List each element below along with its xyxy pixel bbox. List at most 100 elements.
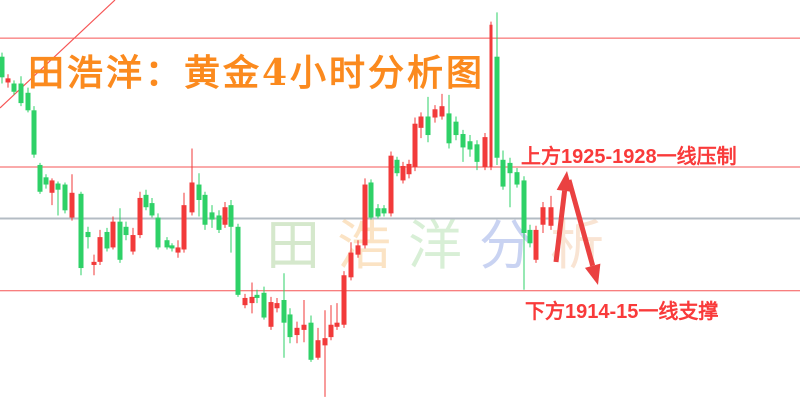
candle-down	[507, 157, 513, 208]
candle-body	[130, 235, 136, 252]
candle-up	[418, 112, 424, 139]
candle-body	[222, 207, 228, 225]
candle-up	[137, 191, 143, 239]
candle-body	[322, 338, 328, 346]
candle-body	[460, 134, 466, 148]
candle-body	[261, 292, 267, 318]
candle-up	[482, 132, 488, 171]
candle-body	[494, 56, 500, 158]
candle-down	[18, 76, 24, 107]
candle-body	[209, 212, 215, 220]
watermark-char: 洋	[408, 214, 479, 277]
candle-body	[117, 221, 123, 260]
candle-body	[175, 247, 181, 253]
resistance-annotation: 上方1925-1928一线压制	[521, 146, 737, 168]
candle-down	[0, 52, 5, 84]
candle-body	[406, 163, 412, 175]
candle-down	[31, 106, 37, 158]
candle-up	[533, 225, 539, 263]
watermark-char: 田	[266, 214, 337, 277]
down-arrow-head	[584, 263, 601, 285]
candle-down	[117, 208, 123, 263]
candle-body	[189, 182, 195, 213]
candle-body	[181, 205, 187, 250]
candle-down	[527, 224, 533, 248]
candle-body	[149, 203, 155, 216]
candle-body	[249, 296, 255, 304]
candle-body	[268, 302, 274, 327]
candle-down	[460, 129, 466, 162]
candle-body	[69, 192, 75, 218]
candle-up	[400, 161, 406, 184]
candle-body	[348, 252, 354, 278]
candle-body	[43, 177, 49, 185]
candle-body	[394, 159, 400, 174]
candle-body	[540, 207, 546, 225]
candle-up	[322, 310, 328, 397]
candle-down	[261, 286, 267, 320]
candle-up	[189, 148, 195, 216]
candle-up	[355, 240, 361, 258]
candle-down	[425, 96, 431, 143]
candle-up	[242, 293, 248, 309]
candle-down	[235, 223, 241, 297]
candle-body	[368, 182, 374, 218]
candle-body	[453, 121, 459, 136]
candle-body	[362, 184, 368, 246]
candle-body	[97, 237, 103, 262]
candle-down	[446, 94, 452, 149]
candle-up	[69, 174, 75, 221]
candle-body	[315, 340, 321, 358]
candle-up	[97, 229, 103, 265]
candle-body	[18, 83, 24, 104]
candle-up	[268, 296, 274, 330]
candle-body	[202, 194, 208, 225]
candle-body	[489, 24, 493, 168]
candle-body	[334, 322, 340, 327]
candle-up	[432, 105, 438, 123]
candle-up	[315, 327, 321, 360]
candle-body	[49, 180, 55, 193]
candle-down	[62, 182, 68, 214]
candle-up	[5, 74, 11, 88]
candle-body	[432, 109, 438, 118]
candle-body	[31, 110, 37, 155]
candle-body	[341, 275, 347, 325]
candle-body	[425, 116, 431, 136]
candle-body	[467, 141, 473, 150]
candle-body	[196, 184, 202, 200]
candle-body	[418, 116, 424, 128]
candle-down	[202, 191, 208, 230]
candle-down	[228, 200, 234, 253]
candle-down	[196, 173, 202, 217]
candle-body	[155, 217, 161, 248]
candle-body	[381, 208, 387, 214]
candle-up	[274, 297, 280, 313]
candle-down	[494, 12, 500, 165]
candle-body	[137, 197, 143, 236]
down-arrow-shaft	[566, 179, 596, 267]
candle-up	[222, 202, 228, 228]
candle-up	[334, 303, 340, 330]
candle-down	[474, 140, 480, 171]
candle-body	[521, 180, 527, 233]
candle-down	[104, 227, 110, 252]
candle-body	[11, 83, 17, 92]
support-annotation: 下方1914-15一线支撑	[525, 301, 719, 323]
candle-down	[216, 210, 222, 233]
candle-up	[489, 21, 493, 171]
candle-body	[301, 324, 307, 330]
candle-down	[521, 176, 527, 290]
candle-down	[123, 221, 129, 241]
candle-body	[446, 113, 452, 144]
candle-down	[149, 197, 155, 218]
candle-down	[308, 315, 314, 362]
candle-body	[500, 159, 506, 187]
candle-up	[388, 151, 394, 217]
candle-down	[37, 162, 43, 194]
candle-body	[110, 221, 116, 248]
candle-body	[235, 226, 241, 295]
candle-down	[25, 87, 31, 113]
candle-up	[341, 271, 347, 328]
